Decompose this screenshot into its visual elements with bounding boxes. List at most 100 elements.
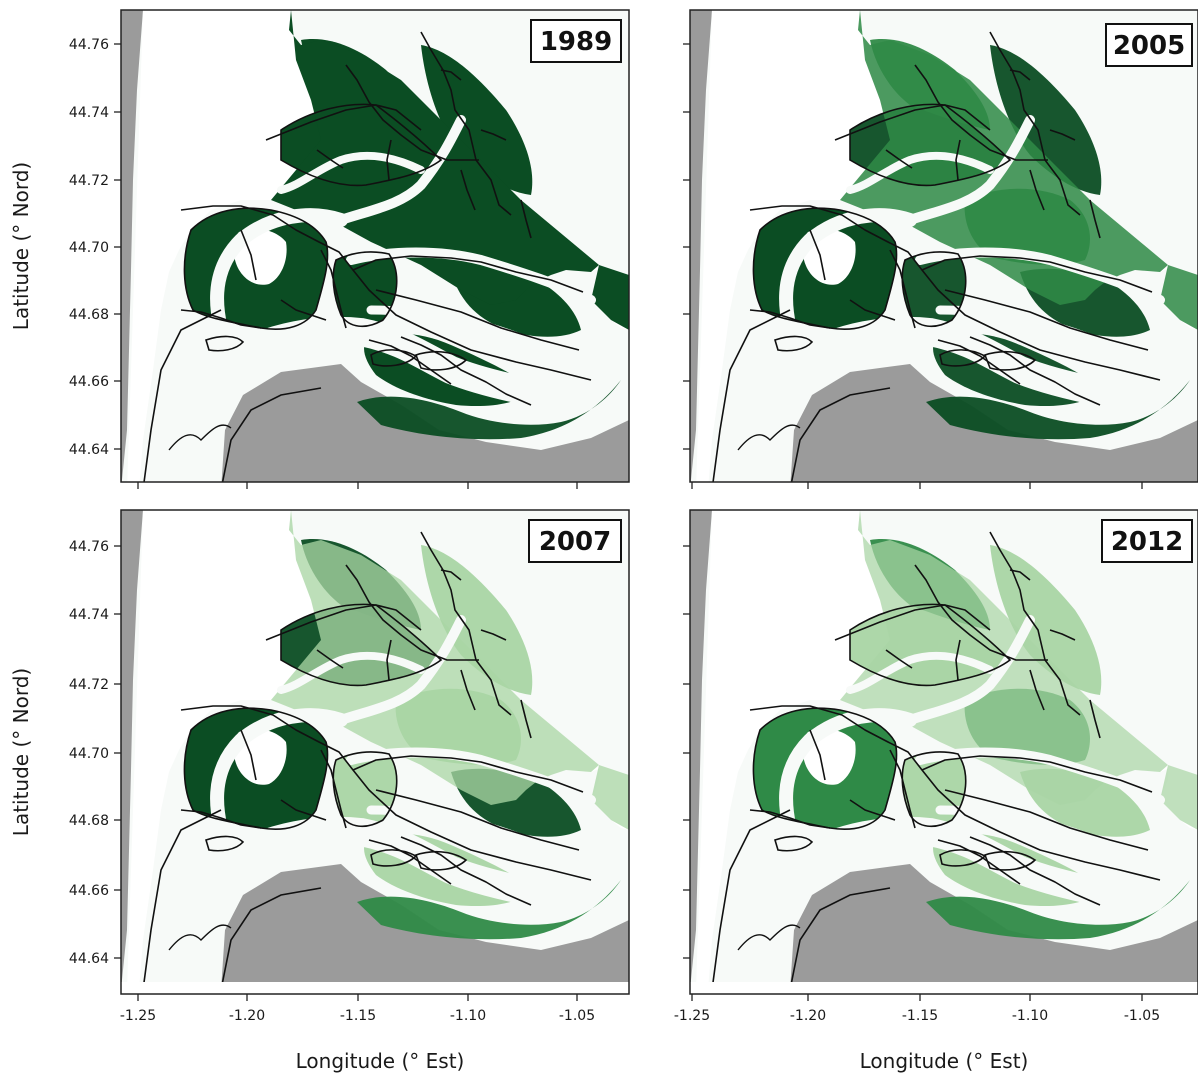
creek-line <box>1089 199 1101 239</box>
creek-line <box>809 229 826 281</box>
marsh-zone <box>696 510 1170 982</box>
axis-ticks: 44.76 44.74 44.72 44.70 44.68 44.66 44.64 44.76… <box>69 37 1160 1024</box>
creek-line <box>885 149 913 169</box>
panel-1989: 1989 <box>120 9 630 483</box>
x-tick-label: -1.25 <box>120 1008 156 1024</box>
panel-frame <box>120 9 630 483</box>
creek-line <box>320 749 347 829</box>
creek-line <box>889 249 916 329</box>
island-outline <box>205 335 245 352</box>
land-west <box>690 510 712 982</box>
land-west <box>121 10 143 482</box>
island-outline <box>901 751 967 828</box>
creek-line <box>989 31 1081 216</box>
creek-line <box>921 755 1153 793</box>
map-2012 <box>690 510 1198 982</box>
year-label: 2005 <box>1113 31 1185 61</box>
creek-line <box>885 649 913 669</box>
creek-line <box>168 924 232 951</box>
creek-line <box>937 339 1021 385</box>
y-tick-label: 44.72 <box>69 677 109 693</box>
map-2005 <box>690 10 1198 482</box>
y-tick-label: 44.76 <box>69 37 109 53</box>
creek-line <box>400 836 532 906</box>
creek-line <box>440 569 462 581</box>
island-outline <box>774 335 814 352</box>
island-outline <box>183 707 329 830</box>
channel-outlines <box>143 531 592 982</box>
creek-line <box>849 799 896 821</box>
main-channel <box>148 316 545 482</box>
map-2007 <box>121 510 629 982</box>
island-outline <box>774 835 814 852</box>
creek-line <box>352 255 584 293</box>
panel-frame <box>689 509 1198 995</box>
x-tick-label: -1.25 <box>674 1008 710 1024</box>
creek-line <box>420 531 512 716</box>
channel-bank <box>712 809 891 982</box>
creek-line <box>1049 129 1076 141</box>
x-tick-label: -1.05 <box>1124 1008 1160 1024</box>
creek-line <box>1029 669 1045 711</box>
channel <box>846 151 994 194</box>
channel <box>277 651 425 694</box>
x-tick-label: -1.15 <box>340 1008 376 1024</box>
creek-line <box>914 564 1048 661</box>
year-label-box: 2007 <box>528 519 622 563</box>
year-label-box: 1989 <box>530 19 622 63</box>
south-marsh <box>357 380 621 440</box>
land-west <box>121 510 143 982</box>
island-outline <box>752 707 898 830</box>
channel <box>846 651 994 694</box>
creek-line <box>460 669 476 711</box>
channel <box>277 151 425 194</box>
creek-line <box>834 104 991 141</box>
creek-line <box>914 64 1048 161</box>
island-outline <box>280 603 443 687</box>
year-label: 1989 <box>540 27 612 57</box>
land-west <box>690 10 712 482</box>
creek-line <box>1009 569 1031 581</box>
creek-line <box>280 299 327 321</box>
creek-line <box>240 729 257 781</box>
x-axis-label-left: Longitude (° Est) <box>296 1049 465 1073</box>
x-tick-label: -1.15 <box>902 1008 938 1024</box>
island-outline <box>849 103 1012 187</box>
island-outline <box>332 751 398 828</box>
channel-outlines <box>712 531 1161 982</box>
channel <box>336 115 466 225</box>
creek-line <box>834 604 991 641</box>
marsh-cover <box>1160 765 1198 830</box>
creek-line <box>420 31 512 216</box>
island-outline <box>901 251 967 328</box>
x-tick-label: -1.20 <box>790 1008 826 1024</box>
island-outline <box>205 835 245 852</box>
channel-bank <box>143 809 322 982</box>
channel <box>366 805 596 875</box>
creek-line <box>375 289 580 351</box>
y-tick-label: 44.66 <box>69 883 109 899</box>
creek-line <box>180 309 262 329</box>
year-label-box: 2012 <box>1101 519 1193 563</box>
creek-line <box>520 699 532 739</box>
x-tick-label: -1.10 <box>1012 1008 1048 1024</box>
island-outline <box>280 103 443 187</box>
south-marsh <box>926 880 1190 940</box>
creek-line <box>921 255 1153 293</box>
channel <box>935 305 1165 375</box>
main-channel <box>717 816 1114 982</box>
island-outline <box>183 207 329 330</box>
creek-line <box>1009 69 1031 81</box>
creek-line <box>749 809 831 829</box>
island-outline <box>370 349 418 367</box>
channel <box>366 305 596 375</box>
channel <box>905 615 1035 725</box>
y-tick-label: 44.70 <box>69 746 109 762</box>
channels <box>148 115 596 482</box>
south-marsh <box>357 880 621 940</box>
marsh-cover <box>1160 265 1198 330</box>
creek-line <box>386 639 392 681</box>
creek-line <box>375 789 580 851</box>
creek-line <box>180 809 262 829</box>
creek-line <box>1029 169 1045 211</box>
